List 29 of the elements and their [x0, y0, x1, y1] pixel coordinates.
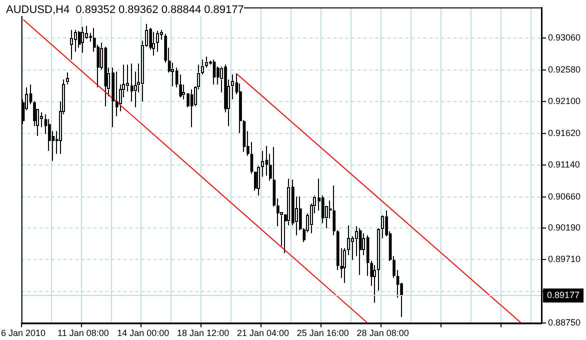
- x-tick-label: 28 Jan 08:00: [356, 328, 409, 338]
- x-tick-label: 6 Jan 2010: [0, 328, 46, 338]
- candlestick: [115, 71, 118, 117]
- y-tick-label: 0.91140: [548, 160, 580, 170]
- y-tick-label: 0.90660: [548, 191, 581, 202]
- x-tick-label: 25 Jan 16:00: [296, 328, 349, 338]
- candlestick: [78, 30, 81, 48]
- candlestick: [74, 29, 78, 52]
- y-tick-label: 0.89710: [548, 254, 581, 264]
- x-tick-label: 14 Jan 00:00: [117, 328, 170, 338]
- candlestick: [33, 100, 36, 127]
- y-tick-label: 0.91620: [548, 128, 581, 138]
- x-tick-label: 11 Jan 08:00: [58, 328, 109, 338]
- candlestick: [358, 228, 362, 276]
- y-tick-label: 0.90190: [548, 222, 581, 232]
- candlestick: [205, 56, 208, 68]
- candlestick: [254, 171, 257, 192]
- y-tick-label: 0.93060: [548, 32, 581, 43]
- ref-line-label: 0.89177: [547, 290, 580, 300]
- y-tick-label: 0.92100: [548, 96, 581, 106]
- y-tick-label: 0.92580: [548, 64, 581, 74]
- candlestick: [355, 226, 358, 257]
- candlestick: [179, 74, 182, 98]
- candlestick: [130, 63, 134, 102]
- y-tick-label: 0.88750: [548, 318, 581, 328]
- x-tick-label: 21 Jan 04:00: [236, 328, 289, 338]
- chart-title: AUDUSD,H4 0.89352 0.89362 0.88844 0.89177: [6, 4, 244, 16]
- x-tick-label: 18 Jan 12:00: [177, 328, 230, 338]
- candlestick: [321, 195, 324, 224]
